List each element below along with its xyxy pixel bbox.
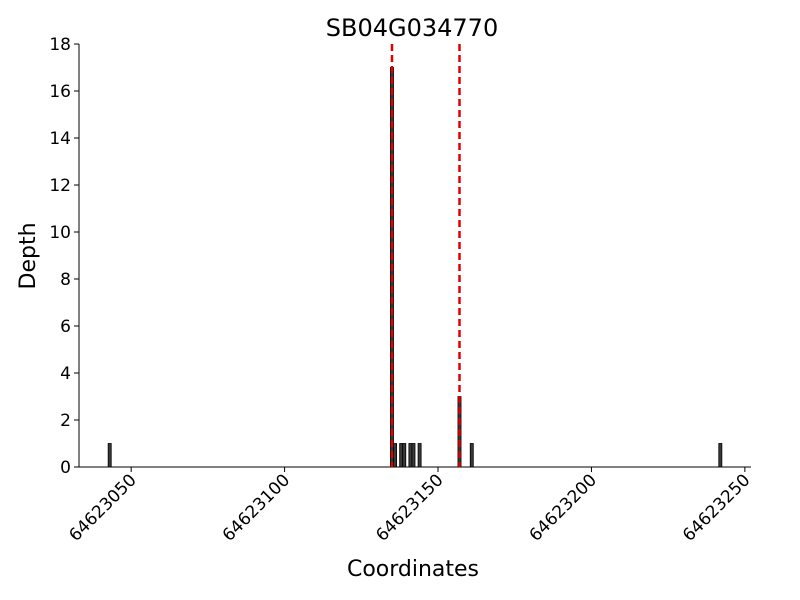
- x-axis-label: Coordinates: [347, 557, 479, 582]
- y-tick-label: 6: [60, 317, 71, 337]
- bar: [469, 443, 474, 468]
- y-tick-label: 14: [49, 129, 71, 149]
- bar: [417, 443, 422, 468]
- y-tick-label: 16: [49, 82, 71, 102]
- x-tick-label: 64623250: [679, 470, 754, 545]
- bar: [718, 443, 723, 468]
- bar: [107, 443, 112, 468]
- x-tick-label: 64623100: [219, 470, 294, 545]
- y-tick-label: 18: [49, 35, 71, 55]
- x-tick-label: 64623200: [526, 470, 601, 545]
- bar: [408, 443, 413, 468]
- y-tick-label: 2: [60, 411, 71, 431]
- bar: [393, 443, 397, 468]
- bar: [402, 443, 407, 468]
- y-tick-label: 8: [60, 270, 71, 290]
- y-tick-label: 0: [60, 458, 71, 478]
- y-tick-label: 12: [49, 176, 71, 196]
- chart-title: SB04G034770: [326, 14, 498, 42]
- y-tick-label: 10: [49, 223, 71, 243]
- bar: [399, 443, 404, 468]
- y-tick-label: 4: [60, 364, 71, 384]
- x-tick-label: 64623150: [372, 470, 447, 545]
- bar: [411, 443, 416, 468]
- y-axis-label: Depth: [16, 222, 41, 289]
- x-tick-label: 64623050: [65, 470, 140, 545]
